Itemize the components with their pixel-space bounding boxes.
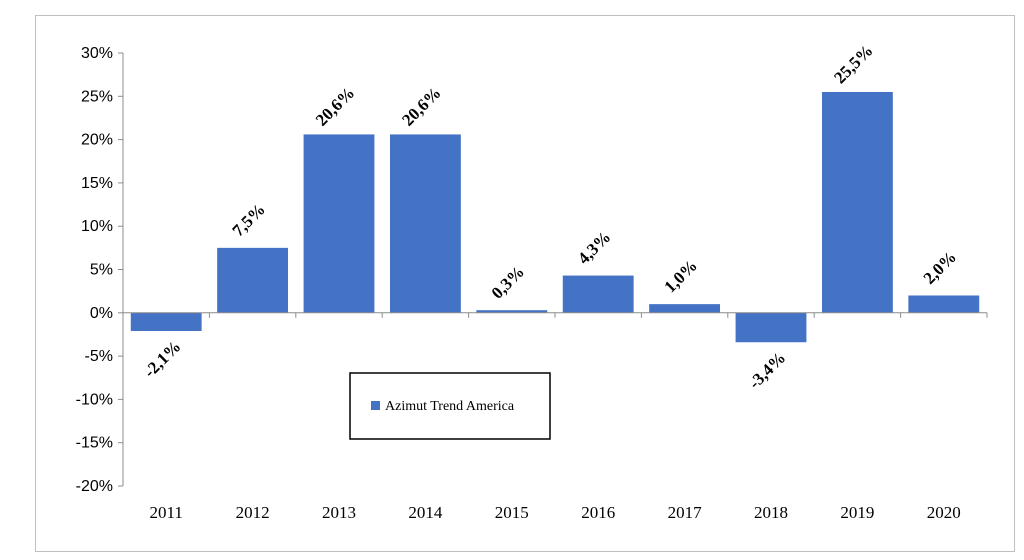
x-tick-label: 2014 (408, 503, 443, 522)
data-label: 25,5% (830, 41, 876, 87)
data-label: 20,6% (312, 83, 358, 129)
bar (303, 134, 375, 313)
data-label: 7,5% (228, 200, 268, 240)
bar (562, 275, 634, 313)
y-tick-label: 15% (81, 175, 113, 192)
bar (476, 310, 548, 313)
legend-box (349, 372, 551, 440)
data-label: 1,0% (660, 256, 700, 296)
y-tick-label: 25% (81, 88, 113, 105)
y-tick-label: 30% (81, 45, 113, 62)
x-tick-label: 2020 (927, 503, 961, 522)
x-tick-label: 2012 (236, 503, 270, 522)
legend: Azimut Trend America (349, 372, 551, 440)
x-tick-label: 2013 (322, 503, 356, 522)
y-tick-label: 0% (90, 305, 113, 322)
x-tick-label: 2016 (581, 503, 615, 522)
bar (649, 304, 721, 313)
data-label: 2,0% (920, 247, 960, 287)
y-tick-label: -10% (76, 391, 113, 408)
bar (735, 312, 807, 343)
y-tick-label: -5% (85, 348, 113, 365)
data-label: 4,3% (574, 227, 614, 267)
x-tick-label: 2011 (150, 503, 183, 522)
bar (908, 295, 980, 313)
y-axis: 30% 25% 20% 15% 10% 5% 0% -5% -10% -15% -20% (76, 45, 124, 495)
x-tick-label: 2018 (754, 503, 788, 522)
y-tick-label: 5% (90, 262, 113, 279)
x-axis: 2011 2012 2013 2014 2015 2016 2017 2018 2019 2020 (122, 312, 988, 522)
bar (821, 91, 893, 313)
data-label: 0,3% (488, 262, 528, 302)
x-tick-label: 2017 (668, 503, 703, 522)
y-tick-label: 10% (81, 218, 113, 235)
bar (130, 312, 202, 331)
data-label: 20,6% (398, 83, 444, 129)
x-tick-label: 2019 (840, 503, 874, 522)
bars (130, 91, 980, 343)
legend-label: Azimut Trend America (385, 399, 515, 414)
legend-swatch (371, 401, 380, 410)
data-label: -3,4% (745, 348, 789, 392)
y-tick-label: -20% (76, 478, 113, 495)
y-tick-label: -15% (76, 435, 113, 452)
bar (389, 134, 461, 313)
y-tick-label: 20% (81, 132, 113, 149)
bar (217, 247, 289, 313)
data-label: -2,1% (140, 337, 184, 381)
x-tick-label: 2015 (495, 503, 529, 522)
